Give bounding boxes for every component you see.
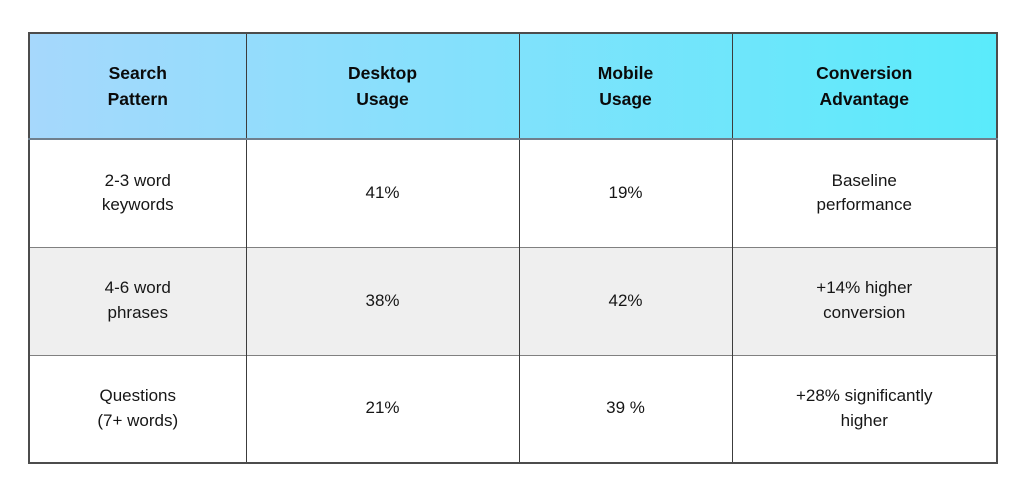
cell-desktop-usage: 38% [245, 246, 519, 355]
table-row: Questions (7+ words) 21% 39 % +28% signi… [29, 354, 997, 463]
cell-conversion-advantage: Baseline performance [731, 138, 997, 247]
table-header: Search Pattern Desktop Usage Mobile Usag… [29, 33, 997, 140]
table-body: 2-3 word keywords 41% 19% Baseline perfo… [29, 138, 997, 463]
cell-mobile-usage: 42% [518, 246, 732, 355]
cell-desktop-usage: 21% [245, 354, 519, 463]
header-cell-search-pattern: Search Pattern [29, 33, 246, 140]
cell-desktop-usage: 41% [245, 138, 519, 247]
table-row: 4-6 word phrases 38% 42% +14% higher con… [29, 246, 997, 355]
cell-search-pattern: 2-3 word keywords [29, 138, 246, 247]
table-row: 2-3 word keywords 41% 19% Baseline perfo… [29, 138, 997, 247]
header-cell-desktop-usage: Desktop Usage [245, 33, 519, 140]
cell-search-pattern: Questions (7+ words) [29, 354, 246, 463]
cell-search-pattern: 4-6 word phrases [29, 246, 246, 355]
cell-conversion-advantage: +14% higher conversion [731, 246, 997, 355]
search-pattern-usage-table: Search Pattern Desktop Usage Mobile Usag… [28, 32, 998, 464]
header-row: Search Pattern Desktop Usage Mobile Usag… [29, 33, 997, 140]
cell-mobile-usage: 39 % [518, 354, 732, 463]
cell-mobile-usage: 19% [518, 138, 732, 247]
header-cell-conversion-advantage: Conversion Advantage [731, 33, 997, 140]
cell-conversion-advantage: +28% significantly higher [731, 354, 997, 463]
header-cell-mobile-usage: Mobile Usage [518, 33, 732, 140]
